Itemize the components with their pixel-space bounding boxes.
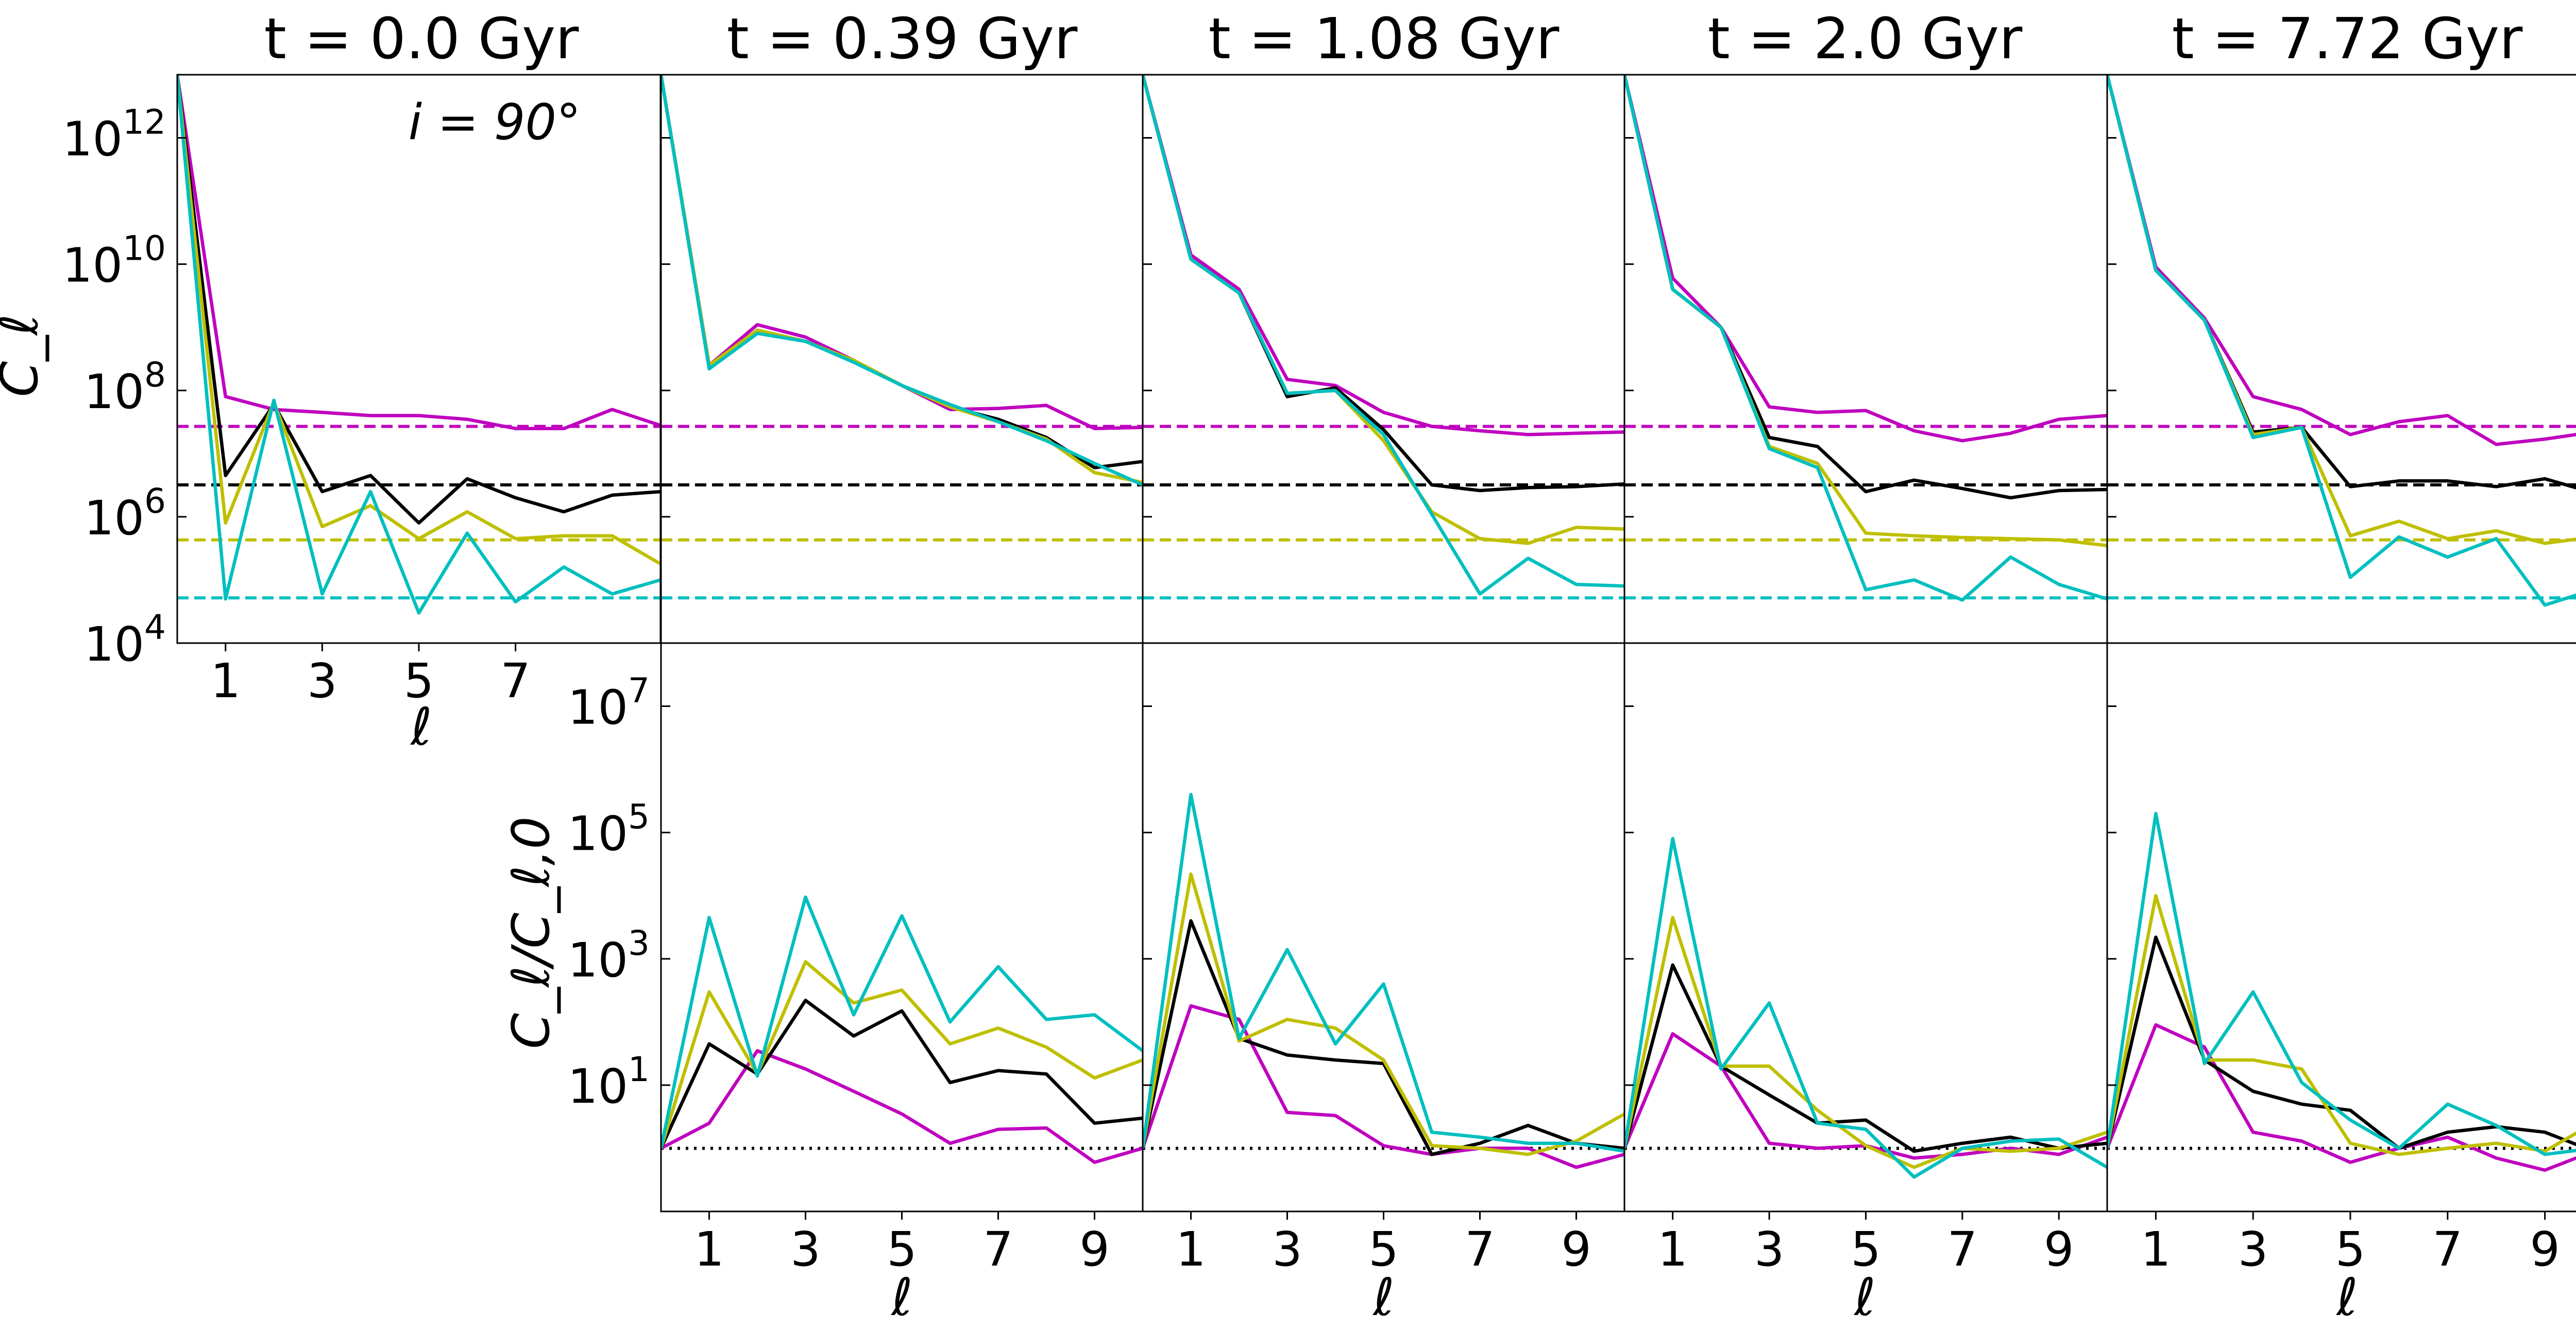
series-line-cyan (177, 75, 660, 615)
panel-title-4: t = 2.0 Gyr (1708, 6, 2023, 72)
xlabel-bottom-5: ℓ (2335, 1267, 2358, 1327)
xlabel-bottom-4: ℓ (1853, 1267, 1875, 1327)
xlabel-bottom-3: ℓ (1372, 1267, 1394, 1327)
x-tick-label: 3 (307, 653, 337, 709)
x-tick-label: 3 (2238, 1222, 2268, 1277)
panel-2 (660, 74, 1144, 644)
inclination-annotation: i = 90° (409, 94, 581, 151)
panel-8: 1 3 5 7 9 (1623, 642, 2108, 1277)
xlabel-top-1: ℓ (410, 697, 432, 757)
y-tick-label: 105 (568, 797, 650, 862)
x-tick-label: 3 (1272, 1222, 1302, 1277)
bottom-ylabel: C_ℓ/C_ℓ,0 (501, 816, 561, 1049)
panel-7: 1 3 5 7 9 (1142, 642, 1625, 1277)
x-tick-label: 1 (211, 653, 241, 709)
x-tick-label: 5 (404, 653, 434, 709)
series-line-cyan (661, 895, 1143, 1149)
series-line-magenta (661, 1049, 1143, 1164)
series-line-black (2107, 935, 2576, 1150)
x-tick-label: 9 (1079, 1222, 1110, 1277)
x-tick-label: 9 (2530, 1222, 2560, 1277)
y-tick-label: 1010 (62, 229, 166, 293)
x-tick-label: 7 (1465, 1222, 1495, 1277)
plot-area (1624, 75, 2107, 602)
series-line-cyan (1143, 75, 1624, 596)
plot-area (1143, 75, 1624, 600)
plot-area (2107, 75, 2576, 607)
plot-area (1624, 837, 2107, 1179)
xlabel-bottom-2: ℓ (890, 1267, 912, 1327)
series-line-magenta (1624, 75, 2107, 443)
series-line-magenta (1143, 75, 1624, 436)
series-line-black (661, 999, 1143, 1149)
y-tick-label: 103 (568, 923, 650, 988)
panel-1: 104 106 108 1010 1012 1 3 5 7 (62, 74, 662, 709)
panel-4 (1623, 74, 2108, 644)
panel-6: 101 103 105 107 1 3 5 7 9 (568, 642, 1144, 1277)
x-tick-label: 5 (1368, 1222, 1399, 1277)
panel-title-3: t = 1.08 Gyr (1209, 6, 1560, 72)
y-tick-label: 1012 (62, 103, 166, 167)
series-line-yellow (177, 75, 660, 566)
series-line-yellow (2107, 894, 2576, 1156)
series-line-black (177, 75, 660, 525)
series-line-yellow (1624, 916, 2107, 1169)
x-tick-label: 1 (2141, 1222, 2171, 1277)
series-line-magenta (2107, 1023, 2576, 1172)
x-tick-label: 3 (1754, 1222, 1785, 1277)
panel-title-2: t = 0.39 Gyr (727, 6, 1078, 72)
panel-9: 1 3 5 7 9 (2106, 642, 2576, 1277)
series-line-cyan (1143, 793, 1624, 1153)
series-line-cyan (1624, 837, 2107, 1179)
y-tick-label: 108 (84, 355, 166, 419)
x-tick-label: 7 (2433, 1222, 2463, 1277)
plot-area (2107, 812, 2576, 1172)
series-line-magenta (2107, 75, 2576, 446)
x-tick-label: 1 (694, 1222, 724, 1277)
panel-title-5: t = 7.72 Gyr (2172, 6, 2523, 72)
series-line-yellow (1143, 872, 1624, 1156)
x-tick-label: 1 (1657, 1222, 1688, 1277)
series-line-cyan (2107, 75, 2576, 607)
x-tick-label: 1 (1176, 1222, 1206, 1277)
plot-area (661, 75, 1143, 600)
x-tick-label: 9 (1561, 1222, 1591, 1277)
panel-title-1: t = 0.0 Gyr (264, 6, 579, 72)
x-tick-label: 7 (500, 653, 531, 709)
series-line-cyan (2107, 812, 2576, 1156)
series-line-black (1143, 919, 1624, 1156)
x-tick-label: 7 (1947, 1222, 1978, 1277)
series-line-yellow (661, 960, 1143, 1149)
x-tick-label: 5 (2335, 1222, 2366, 1277)
y-tick-label: 106 (84, 481, 166, 546)
y-tick-label: 107 (568, 671, 650, 735)
x-tick-label: 5 (1851, 1222, 1881, 1277)
x-tick-label: 9 (2044, 1222, 2074, 1277)
x-tick-label: 7 (983, 1222, 1013, 1277)
x-tick-label: 3 (790, 1222, 821, 1277)
plot-area (661, 895, 1143, 1164)
plot-area (1143, 793, 1624, 1169)
series-line-cyan (661, 75, 1143, 486)
series-line-magenta (177, 75, 660, 430)
series-line-cyan (1624, 75, 2107, 602)
y-tick-label: 104 (84, 608, 166, 672)
plot-area (177, 75, 660, 615)
series-line-magenta (1143, 1004, 1624, 1169)
y-tick-label: 101 (568, 1050, 650, 1114)
x-tick-label: 5 (887, 1222, 917, 1277)
top-ylabel: C_ℓ (0, 314, 49, 397)
